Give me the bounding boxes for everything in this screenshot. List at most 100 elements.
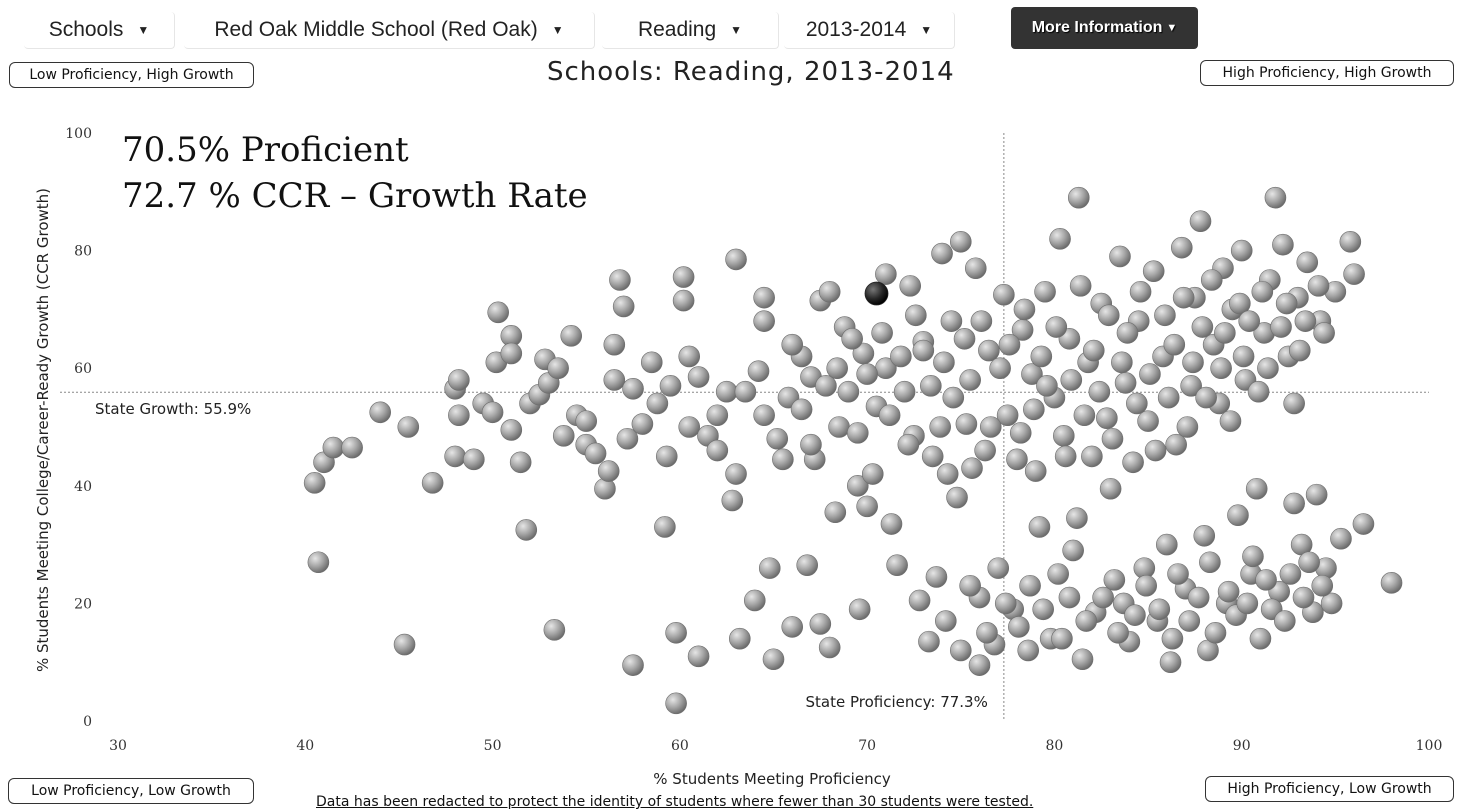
level-dropdown[interactable]: Schools ▼ <box>24 12 175 49</box>
data-point <box>543 619 566 641</box>
data-point <box>1139 363 1161 385</box>
data-point <box>1249 627 1272 650</box>
data-point <box>678 416 701 438</box>
data-point <box>1051 627 1073 650</box>
data-point <box>1144 439 1167 462</box>
data-point <box>1006 448 1028 471</box>
data-point <box>931 242 953 265</box>
data-point <box>929 416 951 438</box>
chevron-down-icon: ▼ <box>1166 22 1178 34</box>
data-point <box>1142 260 1165 282</box>
data-point <box>970 310 993 332</box>
data-point <box>1187 586 1210 609</box>
data-point <box>487 301 509 324</box>
data-point <box>1099 477 1122 500</box>
data-point <box>964 257 987 280</box>
subject-dropdown[interactable]: Reading ▼ <box>602 12 779 49</box>
data-point <box>1272 233 1294 256</box>
data-point <box>448 404 470 427</box>
data-point <box>307 551 330 574</box>
data-point <box>1257 357 1279 380</box>
data-point <box>1058 586 1081 609</box>
data-point <box>921 445 944 468</box>
data-point <box>912 339 935 362</box>
x-axis-title: % Students Meeting Proficiency <box>653 770 891 788</box>
y-tick-label: 0 <box>83 714 92 730</box>
data-point <box>303 472 326 494</box>
data-point <box>878 404 901 427</box>
data-point <box>1283 492 1305 515</box>
data-point <box>1154 304 1176 327</box>
data-point <box>1019 574 1041 597</box>
data-point <box>940 310 963 332</box>
level-dropdown-label: Schools <box>48 18 124 41</box>
data-point <box>772 448 794 471</box>
data-point <box>678 345 701 368</box>
data-point <box>594 477 616 500</box>
data-point <box>1200 269 1223 291</box>
data-point <box>622 377 644 400</box>
y-axis-title: % Students Meeting College/Career-Ready … <box>34 188 52 672</box>
highlighted-school-point <box>864 281 889 306</box>
quadrant-high-proficiency-high-growth-button[interactable]: High Proficiency, High Growth <box>1200 60 1454 86</box>
data-point <box>1109 245 1131 268</box>
school-dropdown[interactable]: Red Oak Middle School (Red Oak) ▼ <box>184 12 595 49</box>
data-point <box>1107 621 1129 644</box>
y-tick-label: 60 <box>74 361 92 377</box>
data-point <box>826 357 848 380</box>
data-point <box>1017 639 1040 662</box>
data-point <box>687 645 710 668</box>
data-point <box>1036 375 1058 397</box>
quadrant-low-proficiency-high-growth-button[interactable]: Low Proficiency, High Growth <box>9 62 254 88</box>
data-point <box>818 280 841 303</box>
data-point <box>753 286 775 309</box>
x-tick-label: 90 <box>1233 738 1251 754</box>
data-point <box>397 416 420 438</box>
data-point <box>672 266 695 288</box>
state-proficiency-label: State Proficiency: 77.3% <box>805 693 987 711</box>
data-point <box>918 630 940 653</box>
data-point <box>1380 572 1403 594</box>
x-tick-label: 40 <box>296 738 314 754</box>
chevron-down-icon: ▼ <box>137 23 150 37</box>
data-point <box>1096 407 1118 429</box>
data-point <box>893 380 916 403</box>
data-point <box>949 639 972 662</box>
y-tick-label: 80 <box>74 244 92 260</box>
data-point <box>1069 275 1092 297</box>
data-point <box>659 375 682 397</box>
data-point <box>728 627 751 650</box>
data-point <box>1193 524 1216 547</box>
year-dropdown[interactable]: 2013-2014 ▼ <box>784 12 955 49</box>
data-point <box>584 442 607 465</box>
data-point <box>1103 569 1126 591</box>
data-point <box>1052 425 1075 447</box>
more-information-button[interactable]: More Information ▼ <box>1011 7 1198 49</box>
data-point <box>322 436 345 459</box>
year-dropdown-label: 2013-2014 <box>805 18 907 41</box>
quadrant-low-proficiency-low-growth-button[interactable]: Low Proficiency, Low Growth <box>8 778 254 804</box>
data-point <box>933 351 955 374</box>
data-point <box>961 457 983 479</box>
data-point <box>721 489 744 512</box>
data-point <box>603 333 626 356</box>
data-point <box>818 636 841 659</box>
data-point <box>369 401 392 424</box>
data-point <box>758 557 781 579</box>
data-point <box>1013 298 1036 321</box>
more-information-label: More Information <box>1031 19 1163 36</box>
subject-dropdown-label: Reading <box>637 18 717 41</box>
data-point <box>1199 551 1221 574</box>
data-point <box>925 566 948 588</box>
data-point <box>1214 322 1236 344</box>
quadrant-high-proficiency-low-growth-button[interactable]: High Proficiency, Low Growth <box>1205 776 1454 802</box>
data-point <box>998 333 1021 356</box>
data-point <box>1148 598 1171 621</box>
data-point <box>706 439 729 462</box>
data-point <box>715 380 738 403</box>
x-tick-label: 60 <box>671 738 689 754</box>
data-point <box>1219 410 1242 432</box>
data-point <box>846 422 869 444</box>
data-point <box>1238 310 1261 332</box>
